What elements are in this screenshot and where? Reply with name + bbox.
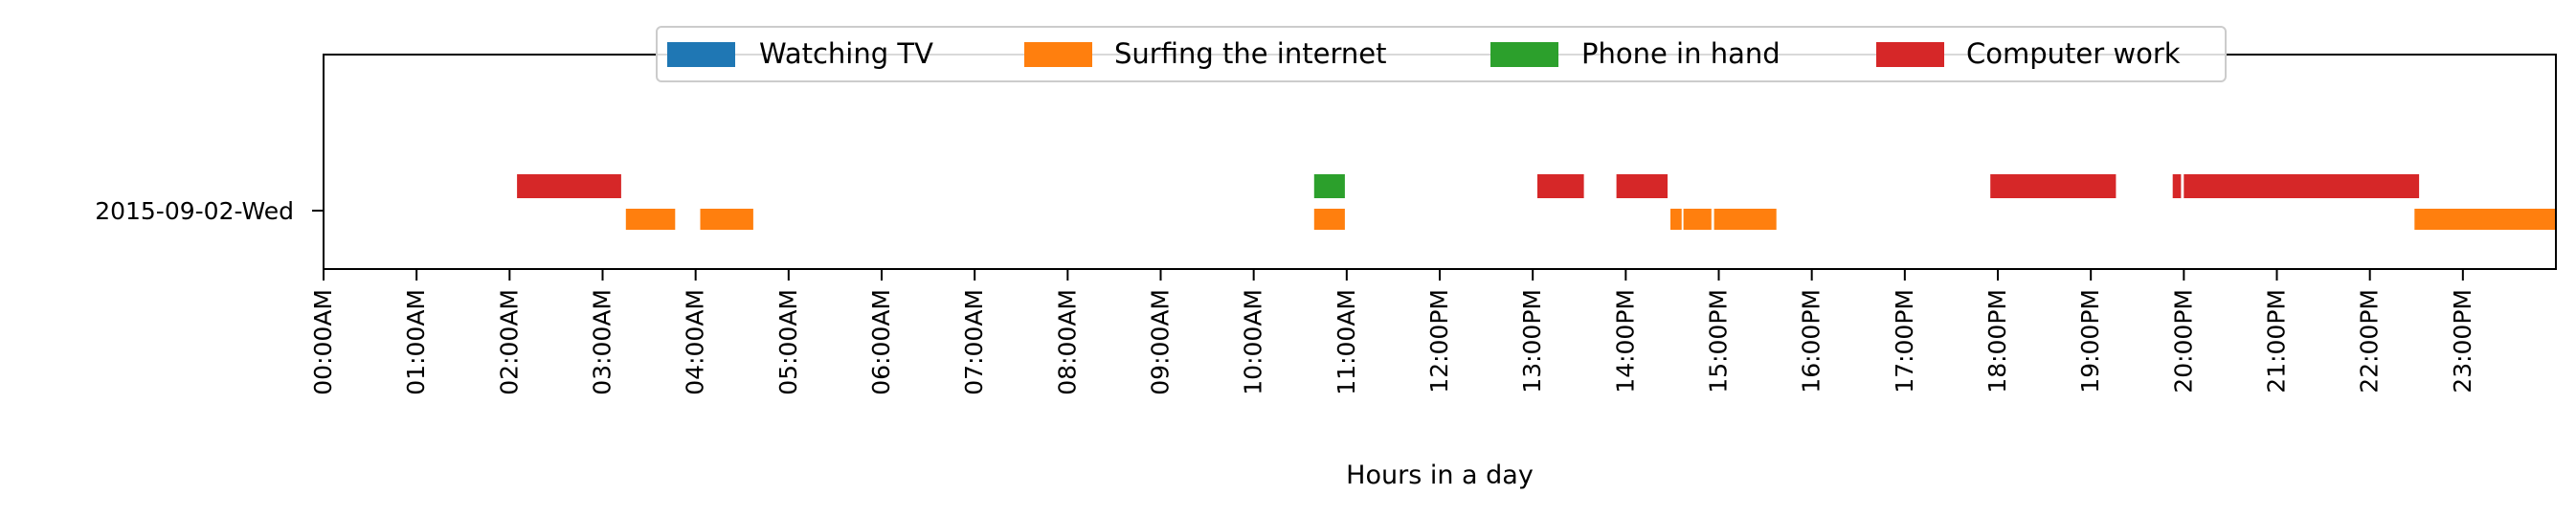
legend-swatch	[1876, 42, 1944, 67]
x-tick-label: 08:00AM	[1053, 289, 1081, 395]
bar-surfing-the-internet-5	[1714, 209, 1777, 230]
legend-label: Phone in hand	[1581, 37, 1781, 70]
x-tick-label: 12:00PM	[1425, 289, 1453, 393]
x-tick-label: 11:00AM	[1333, 289, 1360, 395]
x-tick-label: 17:00PM	[1891, 289, 1918, 393]
legend-frame	[656, 26, 2227, 82]
x-tick-label: 07:00AM	[960, 289, 988, 395]
x-tick-label: 16:00PM	[1798, 289, 1826, 393]
legend-swatch	[1024, 42, 1092, 67]
x-tick-label: 00:00AM	[309, 289, 337, 395]
bar-surfing-the-internet-6	[2414, 209, 2556, 230]
x-tick-label: 18:00PM	[1983, 289, 2011, 393]
bars-layer	[517, 174, 2556, 230]
legend-label: Computer work	[1966, 37, 2181, 70]
bar-surfing-the-internet-2	[1313, 209, 1345, 230]
x-tick-label: 13:00PM	[1518, 289, 1546, 393]
legend: Watching TV Surfing the internet Phone in …	[656, 26, 2227, 82]
y-tick-label: 2015-09-02-Wed	[95, 197, 294, 225]
bar-surfing-the-internet-0	[625, 209, 676, 230]
x-tick-label: 06:00AM	[867, 289, 895, 395]
bar-computer-work-4	[2172, 174, 2182, 198]
x-tick-label: 02:00AM	[495, 289, 523, 395]
x-axis-label: Hours in a day	[1346, 461, 1534, 490]
x-tick-label: 04:00AM	[682, 289, 709, 395]
x-axis: 00:00AM 01:00AM 02:00AM 03:00AM 04:00AM 05:00…	[309, 269, 2476, 395]
x-tick-label: 19:00PM	[2076, 289, 2104, 393]
legend-swatch	[1490, 42, 1558, 67]
x-tick-label: 21:00PM	[2263, 289, 2291, 393]
x-tick-label: 05:00AM	[774, 289, 802, 395]
x-tick-label: 09:00AM	[1147, 289, 1175, 395]
plot-frame	[323, 54, 2557, 270]
bar-computer-work-5	[2184, 174, 2420, 198]
x-tick-label: 14:00PM	[1611, 289, 1639, 393]
x-tick-label: 15:00PM	[1705, 289, 1733, 393]
legend-label: Surfing the internet	[1114, 37, 1386, 70]
legend-label: Watching TV	[759, 37, 933, 70]
bar-surfing-the-internet-4	[1683, 209, 1712, 230]
bar-phone-in-hand-0	[1313, 174, 1345, 198]
bar-computer-work-3	[1990, 174, 2117, 198]
bar-computer-work-0	[517, 174, 621, 198]
bar-surfing-the-internet-3	[1670, 209, 1682, 230]
bar-computer-work-2	[1616, 174, 1668, 198]
x-tick-label: 01:00AM	[402, 289, 430, 395]
legend-swatch	[667, 42, 735, 67]
x-tick-label: 22:00PM	[2356, 289, 2384, 393]
x-tick-label: 10:00AM	[1240, 289, 1267, 395]
x-tick-label: 20:00PM	[2169, 289, 2197, 393]
x-tick-label: 23:00PM	[2449, 289, 2476, 393]
bar-computer-work-1	[1537, 174, 1584, 198]
bar-surfing-the-internet-1	[700, 209, 753, 230]
y-axis: 2015-09-02-Wed	[95, 197, 324, 225]
x-tick-label: 03:00AM	[589, 289, 616, 395]
